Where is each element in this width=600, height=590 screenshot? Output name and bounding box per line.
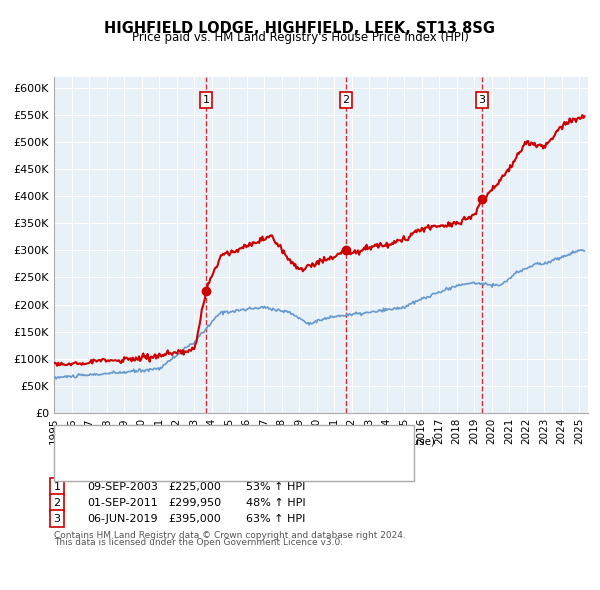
Text: 1: 1 (203, 95, 209, 105)
Text: 2: 2 (53, 498, 61, 507)
Text: 1: 1 (53, 482, 61, 491)
Text: 2: 2 (342, 95, 349, 105)
Text: 06-JUN-2019: 06-JUN-2019 (87, 514, 158, 523)
Text: This data is licensed under the Open Government Licence v3.0.: This data is licensed under the Open Gov… (54, 538, 343, 547)
Text: 63% ↑ HPI: 63% ↑ HPI (246, 514, 305, 523)
Text: £299,950: £299,950 (168, 498, 221, 507)
Text: £395,000: £395,000 (168, 514, 221, 523)
Text: 3: 3 (478, 95, 485, 105)
Text: HIGHFIELD LODGE, HIGHFIELD, LEEK, ST13 8SG: HIGHFIELD LODGE, HIGHFIELD, LEEK, ST13 8… (104, 21, 496, 35)
Text: ——: —— (69, 448, 100, 463)
Text: HIGHFIELD LODGE, HIGHFIELD, LEEK, ST13 8SG (detached house): HIGHFIELD LODGE, HIGHFIELD, LEEK, ST13 8… (93, 437, 435, 446)
Text: HPI: Average price, detached house, Staffordshire Moorlands: HPI: Average price, detached house, Staf… (93, 451, 411, 460)
Text: 53% ↑ HPI: 53% ↑ HPI (246, 482, 305, 491)
Text: £225,000: £225,000 (168, 482, 221, 491)
Text: ——: —— (69, 434, 100, 449)
Text: 01-SEP-2011: 01-SEP-2011 (87, 498, 158, 507)
Text: Price paid vs. HM Land Registry's House Price Index (HPI): Price paid vs. HM Land Registry's House … (131, 31, 469, 44)
Text: 09-SEP-2003: 09-SEP-2003 (87, 482, 158, 491)
Text: 3: 3 (53, 514, 61, 523)
Text: Contains HM Land Registry data © Crown copyright and database right 2024.: Contains HM Land Registry data © Crown c… (54, 531, 406, 540)
Text: 48% ↑ HPI: 48% ↑ HPI (246, 498, 305, 507)
